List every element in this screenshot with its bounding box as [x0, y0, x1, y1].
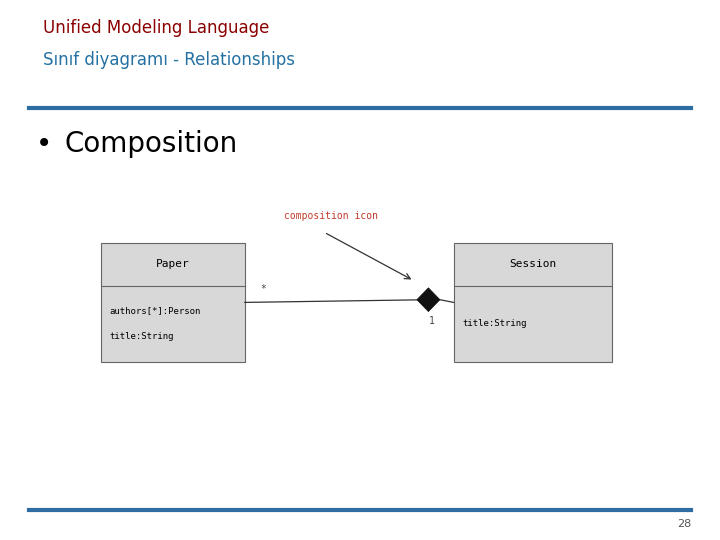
Text: 28: 28: [677, 519, 691, 529]
Text: 1: 1: [429, 316, 435, 326]
Text: title:String: title:String: [462, 319, 527, 328]
Text: title:String: title:String: [109, 332, 174, 341]
FancyBboxPatch shape: [101, 243, 245, 362]
Text: authors[*]:Person: authors[*]:Person: [109, 307, 201, 315]
Text: Sınıf diyagramı - Relationships: Sınıf diyagramı - Relationships: [43, 51, 295, 69]
Text: Unified Modeling Language: Unified Modeling Language: [43, 19, 269, 37]
Text: Session: Session: [509, 259, 557, 269]
Text: •: •: [36, 130, 53, 158]
Text: Composition: Composition: [65, 130, 238, 158]
FancyBboxPatch shape: [454, 243, 612, 362]
Text: composition icon: composition icon: [284, 211, 378, 221]
Text: Paper: Paper: [156, 259, 189, 269]
Text: *: *: [260, 284, 266, 294]
Polygon shape: [417, 288, 440, 312]
